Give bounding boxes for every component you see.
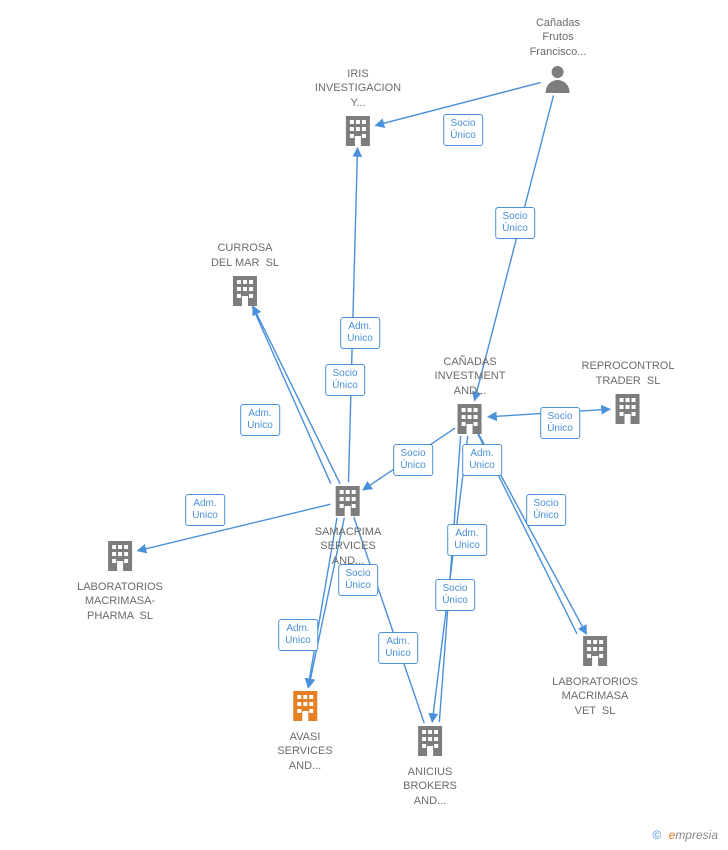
edge-label: Adm. Unico [240, 404, 280, 436]
building-icon [552, 634, 638, 671]
building-icon [77, 539, 163, 576]
node-lab_pharma[interactable]: LABORATORIOS MACRIMASA- PHARMA SL [77, 539, 163, 623]
node-label: Cañadas Frutos Francisco... [530, 16, 587, 59]
edge-label: Adm. Unico [462, 444, 502, 476]
building-icon [277, 689, 332, 726]
node-samacrima[interactable]: SAMACRIMA SERVICES AND... [315, 484, 382, 568]
node-canadas_inv[interactable]: CAÑADAS INVESTMENT AND... [435, 355, 506, 439]
edge-label: Adm. Unico [185, 494, 225, 526]
edge-label: Socio Único [495, 207, 535, 239]
node-label: IRIS INVESTIGACION Y... [315, 67, 401, 110]
node-canadas_frutos[interactable]: Cañadas Frutos Francisco... [530, 16, 587, 98]
node-label: ANICIUS BROKERS AND... [403, 765, 457, 808]
node-label: REPROCONTROL TRADER SL [582, 359, 675, 388]
network-diagram: Cañadas Frutos Francisco... IRIS INVESTI… [0, 0, 728, 850]
node-label: AVASI SERVICES AND... [277, 730, 332, 773]
edge-label: Adm. Unico [447, 524, 487, 556]
node-label: LABORATORIOS MACRIMASA- PHARMA SL [77, 580, 163, 623]
edge-label: Socio Único [338, 564, 378, 596]
person-icon [530, 63, 587, 98]
edge-label: Socio Único [393, 444, 433, 476]
edge-samacrima-currosa [252, 306, 330, 483]
building-icon [315, 484, 382, 521]
node-anicius[interactable]: ANICIUS BROKERS AND... [403, 724, 457, 808]
edge-label: Socio Único [435, 579, 475, 611]
copyright: © empresia [652, 828, 718, 842]
node-lab_vet[interactable]: LABORATORIOS MACRIMASA VET SL [552, 634, 638, 718]
node-currosa[interactable]: CURROSA DEL MAR SL [211, 241, 279, 311]
building-icon [315, 114, 401, 151]
building-icon [435, 402, 506, 439]
building-icon [211, 274, 279, 311]
edge-samacrima-lab_pharma [137, 504, 330, 551]
node-label: LABORATORIOS MACRIMASA VET SL [552, 675, 638, 718]
node-avasi[interactable]: AVASI SERVICES AND... [277, 689, 332, 773]
edge-label: Socio Único [526, 494, 566, 526]
node-label: CAÑADAS INVESTMENT AND... [435, 355, 506, 398]
edge-samacrima-iris [348, 148, 357, 482]
edge-label: Adm. Unico [340, 317, 380, 349]
edge-label: Socio Único [443, 114, 483, 146]
node-label: SAMACRIMA SERVICES AND... [315, 525, 382, 568]
edge-label: Adm. Unico [278, 619, 318, 651]
node-label: CURROSA DEL MAR SL [211, 241, 279, 270]
copyright-symbol: © [652, 828, 661, 842]
edge-label: Adm. Unico [378, 632, 418, 664]
node-reprocontrol[interactable]: REPROCONTROL TRADER SL [582, 359, 675, 429]
edge-label: Socio Único [540, 407, 580, 439]
building-icon [582, 392, 675, 429]
node-iris[interactable]: IRIS INVESTIGACION Y... [315, 67, 401, 151]
building-icon [403, 724, 457, 761]
edge-label: Socio Único [325, 364, 365, 396]
brand-rest: mpresia [675, 828, 718, 842]
